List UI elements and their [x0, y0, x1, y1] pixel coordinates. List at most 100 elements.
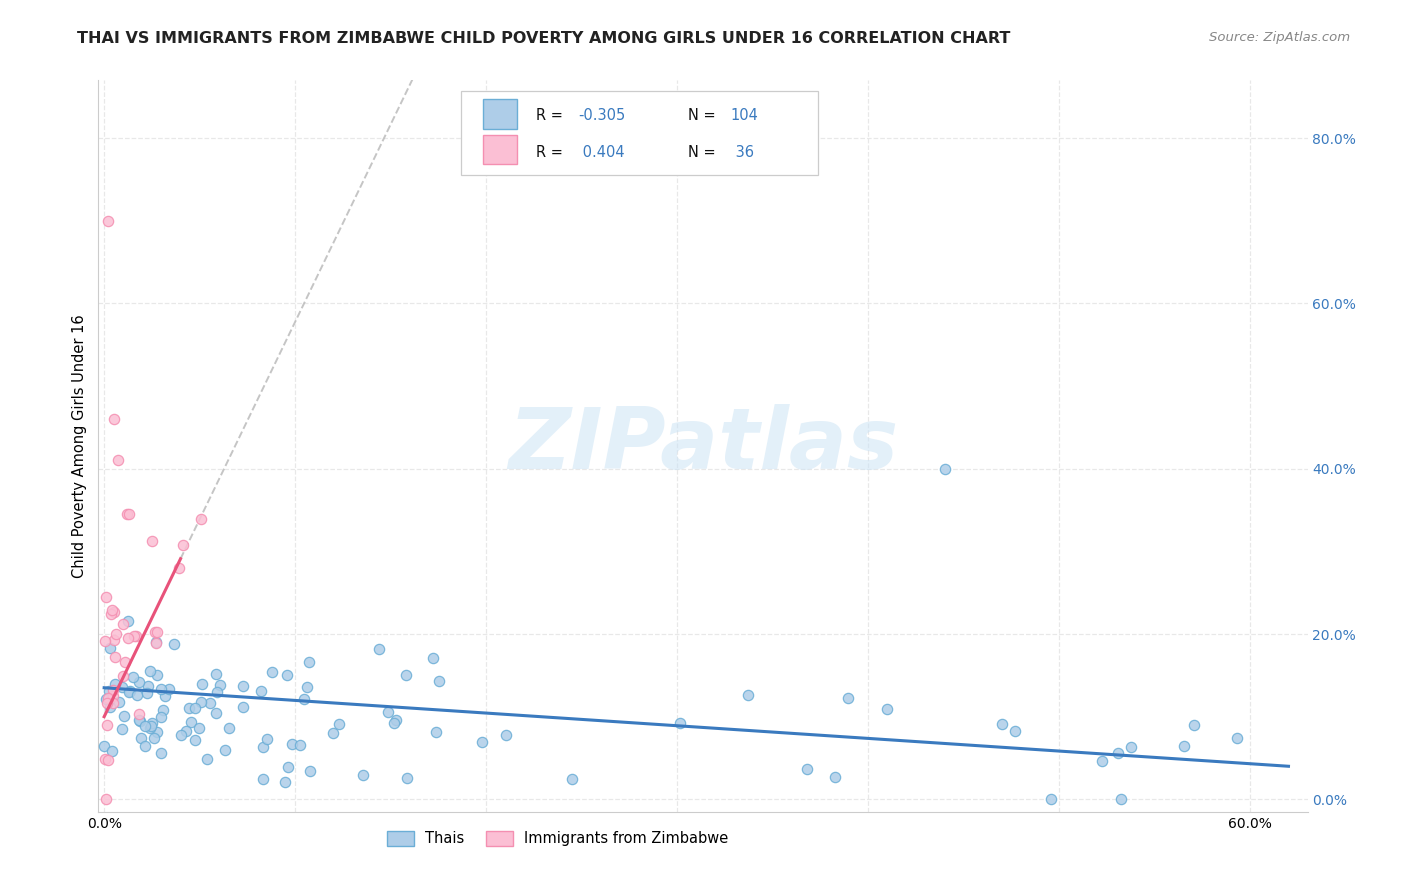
Point [205, 685, 228, 699]
Point [1004, 723, 1026, 738]
Point [142, 731, 165, 746]
Point [368, 642, 391, 657]
Point [396, 771, 419, 785]
Point [118, 685, 141, 699]
FancyBboxPatch shape [482, 135, 517, 164]
Point [384, 713, 406, 727]
Point [191, 677, 214, 691]
Point [128, 714, 150, 728]
Point [837, 690, 859, 705]
Point [425, 725, 447, 739]
Point [139, 664, 162, 678]
Point [105, 627, 128, 641]
Point [107, 453, 129, 467]
Point [129, 731, 152, 746]
Point [111, 669, 134, 683]
Text: N =: N = [689, 108, 716, 123]
Point [103, 683, 125, 698]
Point [737, 689, 759, 703]
Point [136, 679, 159, 693]
Point [177, 701, 200, 715]
Point [122, 670, 145, 684]
Point [214, 743, 236, 757]
Point [98, 683, 121, 698]
Point [1109, 792, 1132, 806]
Point [114, 656, 136, 670]
Y-axis label: Child Poverty Among Girls Under 16: Child Poverty Among Girls Under 16 [72, 314, 87, 578]
Point [117, 615, 139, 629]
Point [190, 694, 212, 708]
Point [205, 706, 228, 720]
Point [180, 714, 202, 729]
Point [149, 746, 172, 760]
Point [127, 689, 149, 703]
Point [112, 709, 135, 723]
Point [145, 635, 167, 649]
Point [128, 707, 150, 722]
Point [1121, 740, 1143, 755]
Point [149, 710, 172, 724]
Point [139, 721, 162, 735]
Point [94, 634, 117, 648]
Point [112, 616, 135, 631]
Point [94, 691, 117, 706]
Point [876, 702, 898, 716]
Point [256, 731, 278, 746]
Point [1173, 739, 1195, 753]
FancyBboxPatch shape [482, 99, 517, 128]
Point [290, 738, 312, 752]
Point [141, 533, 163, 548]
Point [200, 696, 222, 710]
Point [118, 507, 141, 521]
Point [167, 561, 190, 575]
Text: 0.404: 0.404 [578, 145, 626, 160]
Point [101, 603, 124, 617]
Point [352, 768, 374, 782]
Point [495, 728, 517, 742]
Point [561, 772, 583, 787]
Point [145, 636, 167, 650]
Point [115, 507, 138, 521]
Point [377, 705, 399, 719]
Point [97, 691, 120, 706]
Point [143, 625, 166, 640]
Text: R =: R = [536, 145, 562, 160]
Point [117, 631, 139, 645]
Point [111, 723, 134, 737]
Point [252, 740, 274, 755]
Point [103, 605, 125, 619]
Point [128, 713, 150, 727]
Point [252, 772, 274, 787]
Point [100, 607, 122, 621]
Point [149, 681, 172, 696]
Point [125, 629, 148, 643]
Point [103, 633, 125, 648]
Text: -0.305: -0.305 [578, 108, 626, 123]
Point [104, 677, 127, 691]
Point [262, 665, 284, 679]
Point [184, 701, 207, 715]
Point [232, 679, 254, 693]
Point [280, 737, 302, 751]
Point [134, 719, 156, 733]
Point [111, 680, 134, 694]
Point [94, 792, 117, 806]
Point [277, 760, 299, 774]
Point [1226, 731, 1249, 746]
Point [322, 726, 344, 740]
Text: 36: 36 [731, 145, 754, 160]
Point [96, 696, 118, 710]
Point [1107, 746, 1129, 760]
Point [824, 770, 846, 784]
Point [96, 717, 118, 731]
Point [120, 684, 142, 698]
Point [471, 734, 494, 748]
Point [152, 703, 174, 717]
Point [250, 683, 273, 698]
Point [934, 461, 956, 475]
Point [172, 538, 194, 552]
Point [98, 640, 121, 655]
Point [103, 689, 125, 703]
Point [204, 666, 226, 681]
Point [97, 753, 120, 767]
